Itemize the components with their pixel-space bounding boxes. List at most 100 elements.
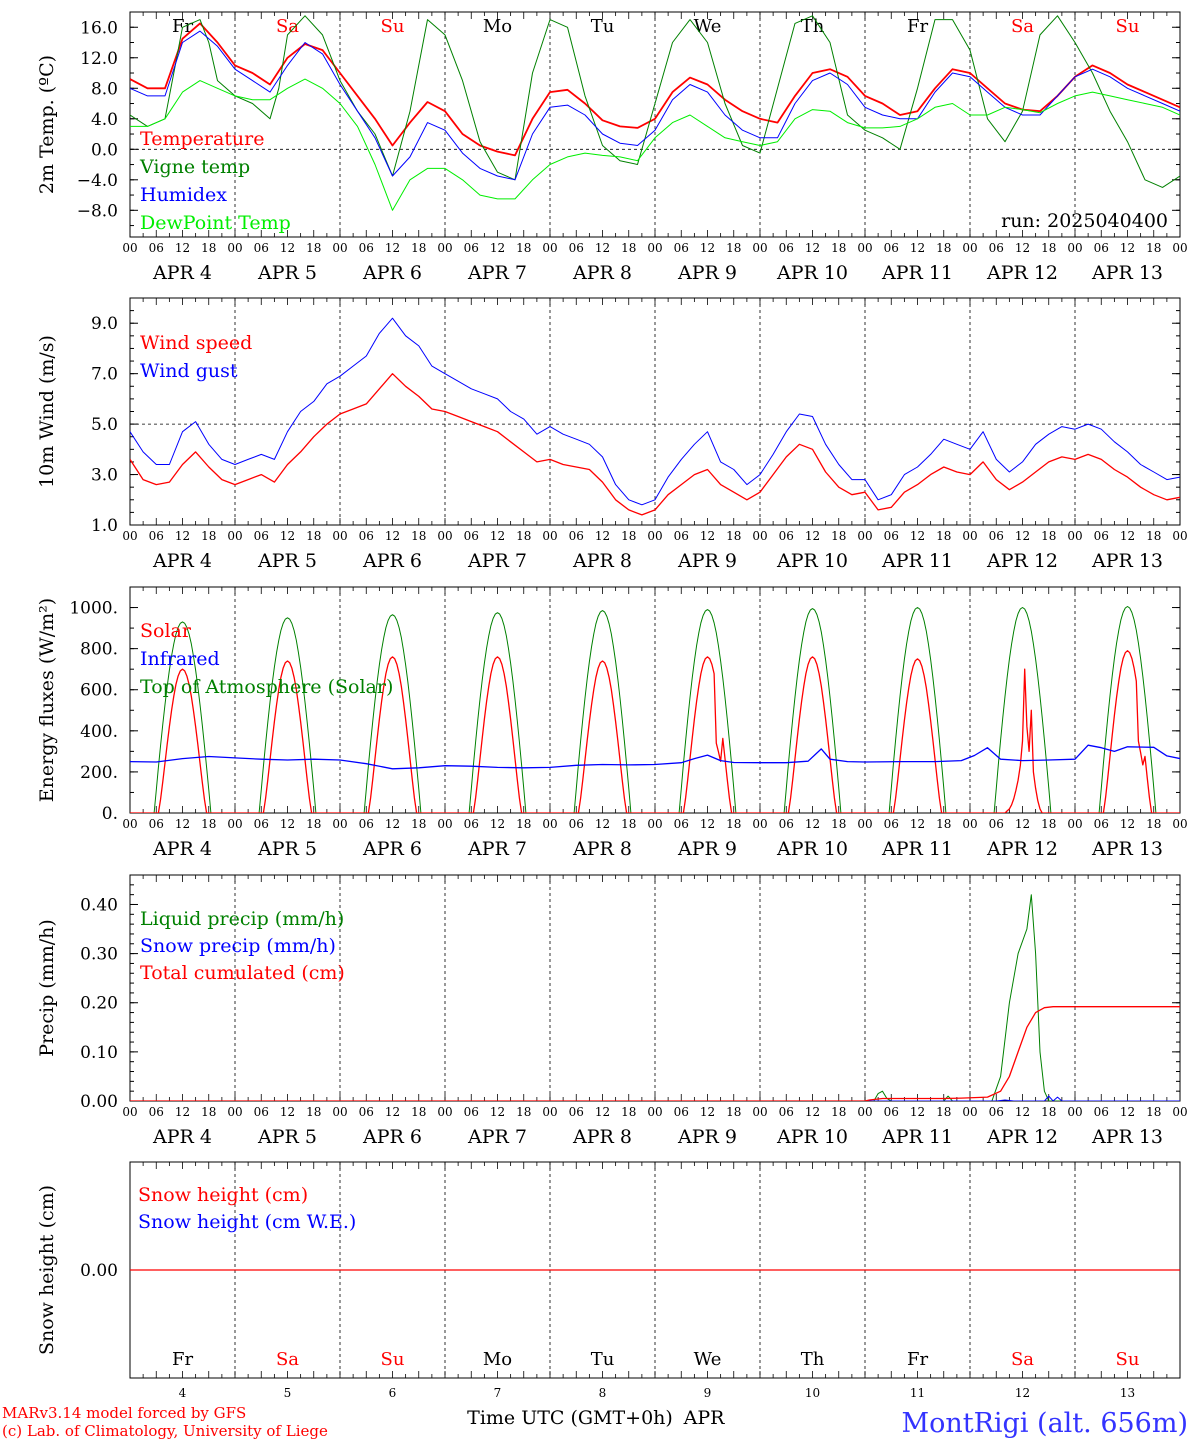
hour-label: 12 (385, 241, 400, 255)
series-group (130, 606, 1180, 813)
y-tick-label: 8.0 (91, 79, 118, 99)
y-tick-label: 400. (80, 722, 118, 742)
hour-label: 00 (542, 1105, 557, 1119)
y-tick-label: 1000. (69, 599, 118, 619)
y-axis-label: Snow height (cm) (36, 1185, 58, 1355)
hour-label: 18 (726, 241, 741, 255)
hour-label: 06 (464, 817, 479, 831)
lab-credit: (c) Lab. of Climatology, University of L… (2, 1422, 328, 1440)
hour-label: 00 (122, 241, 137, 255)
series-line-snow-precip-mm-h (130, 1095, 1180, 1101)
hour-label: 00 (437, 1105, 452, 1119)
panel-wind: 1.0 3.0 5.0 7.0 9.0 10m Wind (m/s) 00 06 12 18 00 0… (36, 297, 1188, 572)
legend-entry: DewPoint Temp (140, 212, 291, 234)
series-line-temperature (130, 22, 1180, 157)
day-label: APR 6 (362, 550, 422, 572)
hour-label: 00 (962, 817, 977, 831)
legend-entry: Liquid precip (mm/h) (140, 908, 344, 930)
hour-label: 18 (201, 1105, 216, 1119)
hour-label: 00 (752, 1105, 767, 1119)
hour-label: 12 (280, 529, 295, 543)
day-label: APR 4 (152, 1126, 212, 1148)
weekday-label: We (694, 16, 722, 37)
hour-label: 18 (306, 529, 321, 543)
hour-label: 06 (674, 529, 689, 543)
y-tick-label: 3.0 (91, 466, 118, 486)
y-axis-label: 2m Temp. (ºC) (36, 55, 58, 194)
panel-snow: 0.00 Snow height (cm) Fr Sa Su Mo Tu We Th Fr Sa Su… (36, 1161, 1181, 1379)
day-label: APR 7 (467, 1126, 527, 1148)
hour-label: 18 (1041, 241, 1056, 255)
hour-label: 12 (595, 1105, 610, 1119)
hour-label: 00 (122, 1105, 137, 1119)
y-tick-label: 600. (80, 681, 118, 701)
hour-label: 18 (411, 1105, 426, 1119)
day-label: APR 7 (467, 838, 527, 860)
hour-label: 12 (700, 529, 715, 543)
series-line-liquid-precip-mm-h (130, 894, 1180, 1101)
hour-label: 00 (962, 1105, 977, 1119)
hour-label: 00 (647, 529, 662, 543)
hour-label: 18 (411, 529, 426, 543)
legend-entry: Solar (140, 620, 192, 642)
station-name: MontRigi (alt. 656m) (901, 1408, 1188, 1439)
day-label: APR 11 (881, 1126, 953, 1148)
hour-label: 00 (1067, 529, 1082, 543)
hour-label: 06 (779, 529, 794, 543)
hour-label: 00 (1172, 817, 1187, 831)
legend-entry: Infrared (140, 648, 220, 670)
weekday-label: Sa (1011, 16, 1034, 37)
hour-label: 12 (910, 817, 925, 831)
y-tick-label: −4.0 (77, 171, 118, 191)
hour-label: 12 (280, 817, 295, 831)
bottom-day-number: 11 (910, 1386, 925, 1400)
hour-label: 12 (910, 529, 925, 543)
hour-label: 18 (1146, 1105, 1161, 1119)
hour-label: 18 (306, 1105, 321, 1119)
hour-label: 12 (1120, 241, 1135, 255)
hour-label: 00 (962, 241, 977, 255)
hour-label: 18 (1146, 817, 1161, 831)
hour-label: 06 (359, 529, 374, 543)
day-label: APR 6 (362, 838, 422, 860)
hour-label: 06 (989, 241, 1004, 255)
y-tick-label: 0.10 (80, 1043, 118, 1063)
y-tick-label: 0.00 (80, 1092, 118, 1112)
hour-label: 06 (149, 1105, 164, 1119)
model-credit: MARv3.14 model forced by GFS (2, 1404, 246, 1422)
hour-label: 18 (936, 529, 951, 543)
hour-label: 18 (201, 817, 216, 831)
hour-label: 06 (149, 529, 164, 543)
hour-label: 00 (332, 1105, 347, 1119)
day-label: APR 9 (677, 1126, 737, 1148)
day-label: APR 13 (1091, 1126, 1163, 1148)
hour-label: 12 (1015, 817, 1030, 831)
hour-label: 18 (621, 529, 636, 543)
hour-label: 00 (857, 529, 872, 543)
y-axis-label: Energy fluxes (W/m²) (36, 598, 58, 802)
hour-label: 00 (752, 241, 767, 255)
day-label: APR 5 (257, 1126, 317, 1148)
hour-label: 00 (962, 529, 977, 543)
day-label: APR 7 (467, 550, 527, 572)
series-line-top-of-atmosphere-solar (130, 606, 1180, 813)
day-label: APR 6 (362, 262, 422, 284)
bottom-day-number: 9 (704, 1386, 712, 1400)
day-label: APR 13 (1091, 262, 1163, 284)
legend-entry: Snow precip (mm/h) (140, 935, 336, 957)
bottom-day-number: 13 (1120, 1386, 1135, 1400)
hour-label: 12 (175, 529, 190, 543)
day-label: APR 5 (257, 838, 317, 860)
hour-label: 06 (569, 529, 584, 543)
hour-label: 12 (175, 1105, 190, 1119)
hour-label: 18 (1041, 817, 1056, 831)
hour-label: 00 (227, 1105, 242, 1119)
day-label: APR 12 (986, 550, 1058, 572)
hour-label: 00 (437, 529, 452, 543)
hour-label: 06 (254, 241, 269, 255)
hour-label: 12 (490, 241, 505, 255)
hour-label: 12 (700, 1105, 715, 1119)
hour-label: 12 (280, 1105, 295, 1119)
y-tick-label: 0. (102, 804, 118, 824)
day-label: APR 11 (881, 262, 953, 284)
